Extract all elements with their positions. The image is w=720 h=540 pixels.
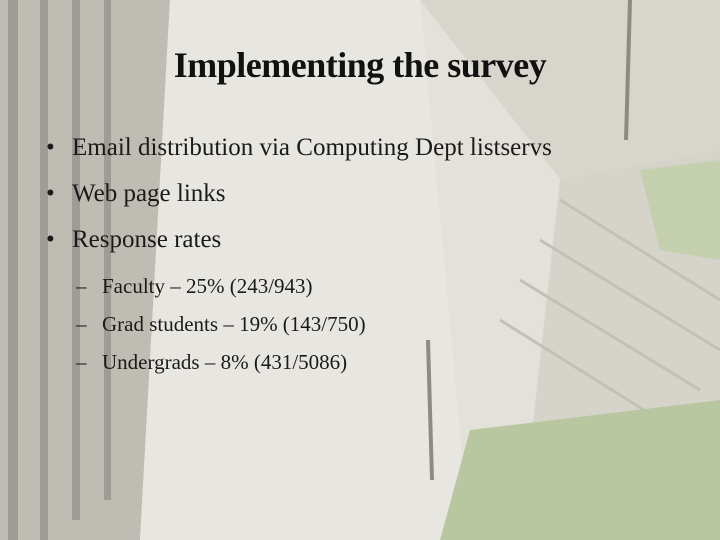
bullet: • Web page links [46, 180, 226, 207]
sub-bullet: – Grad students – 19% (143/750) [76, 312, 366, 336]
sub-bullet-text: Faculty – 25% (243/943) [102, 274, 313, 298]
slide-title: Implementing the survey [173, 45, 547, 85]
bullet: • Response rates [46, 226, 222, 253]
sub-bullet-text: Undergrads – 8% (431/5086) [102, 350, 348, 374]
bullet-text: Web page links [72, 180, 226, 207]
bullet-text: Email distribution via Computing Dept li… [72, 134, 552, 161]
sub-bullet: – Undergrads – 8% (431/5086) [76, 350, 348, 374]
bullet-text: Response rates [72, 226, 222, 253]
sub-bullet: – Faculty – 25% (243/943) [76, 274, 313, 298]
bullet: • Email distribution via Computing Dept l… [46, 134, 552, 161]
sub-bullet-text: Grad students – 19% (143/750) [102, 312, 366, 336]
